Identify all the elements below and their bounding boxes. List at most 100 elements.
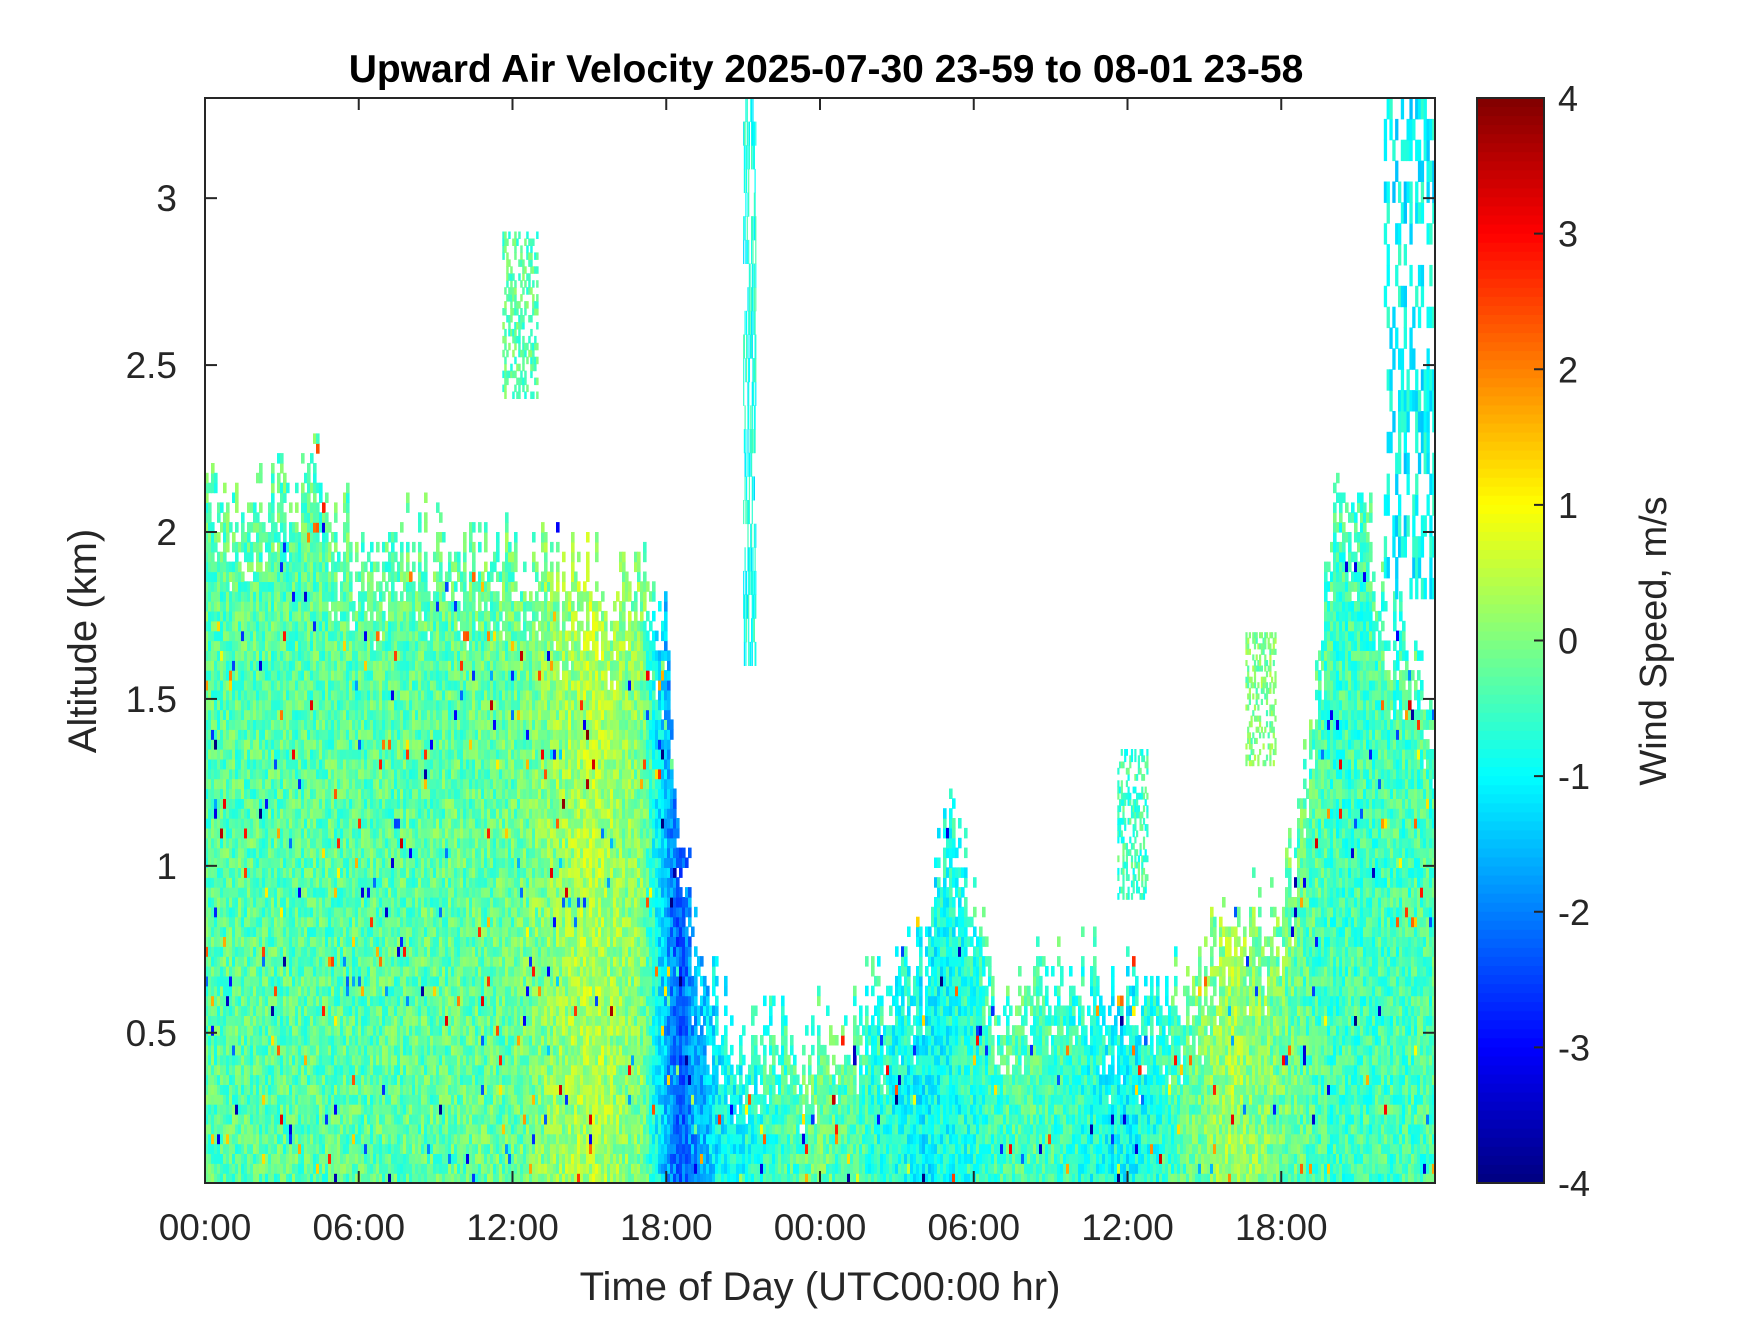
heatmap-cell xyxy=(283,493,287,504)
heatmap-cell xyxy=(283,473,287,484)
heatmap-cell xyxy=(274,522,278,533)
heatmap-cell xyxy=(235,522,239,533)
heatmap-cell xyxy=(259,473,263,484)
heatmap-cell xyxy=(271,473,275,484)
heatmap-cell xyxy=(361,532,365,543)
heatmap-cell xyxy=(313,463,317,474)
heatmap-cell xyxy=(349,591,353,602)
heatmap-cell xyxy=(379,581,383,592)
heatmap-cell xyxy=(286,483,290,494)
heatmap-cell xyxy=(223,483,227,494)
heatmap-cell xyxy=(280,502,284,513)
heatmap-cell xyxy=(241,512,245,523)
heatmap-cell xyxy=(226,532,230,543)
heatmap-cell xyxy=(271,463,275,474)
heatmap-cell xyxy=(400,542,404,553)
heatmap-cell xyxy=(277,532,281,543)
heatmap-cell xyxy=(277,473,281,484)
heatmap-cell xyxy=(241,522,245,533)
heatmap-cell xyxy=(400,522,404,533)
heatmap-cell xyxy=(376,542,380,553)
heatmap-cell xyxy=(271,493,275,504)
heatmap-cell xyxy=(376,562,380,573)
heatmap-cell xyxy=(355,542,359,553)
heatmap-cell xyxy=(337,552,341,563)
heatmap-cell xyxy=(316,443,320,454)
heatmap-cell xyxy=(394,532,398,543)
heatmap-cell xyxy=(424,512,428,523)
heatmap-cell xyxy=(328,522,332,533)
heatmap-cell xyxy=(301,453,305,464)
heatmap-cell xyxy=(418,542,422,553)
heatmap-cell xyxy=(325,512,329,523)
heatmap-cell xyxy=(280,463,284,474)
heatmap-cell xyxy=(271,502,275,513)
heatmap-cell xyxy=(382,611,386,622)
heatmap-cell xyxy=(361,572,365,583)
heatmap-cell xyxy=(271,542,275,553)
heatmap-cell xyxy=(406,562,410,573)
heatmap-cell xyxy=(409,572,413,583)
heatmap-cell xyxy=(217,512,221,523)
heatmap-cell xyxy=(226,542,230,553)
heatmap-cell xyxy=(229,522,233,533)
heatmap-cell xyxy=(220,502,224,513)
heatmap-cell xyxy=(334,542,338,553)
heatmap-cell xyxy=(370,611,374,622)
heatmap-cell xyxy=(235,493,239,504)
heatmap-cell xyxy=(283,532,287,543)
heatmap-cell xyxy=(259,562,263,573)
heatmap-cell xyxy=(364,611,368,622)
heatmap-cell xyxy=(226,581,230,592)
heatmap-cell xyxy=(385,581,389,592)
heatmap-cells xyxy=(205,433,1436,1183)
heatmap-cell xyxy=(406,542,410,553)
heatmap-cell xyxy=(406,552,410,563)
heatmap-cell xyxy=(217,532,221,543)
heatmap-cell xyxy=(208,512,212,523)
heatmap-cell xyxy=(250,552,254,563)
heatmap-cell xyxy=(352,601,356,612)
heatmap-cell xyxy=(325,601,329,612)
heatmap-cell xyxy=(307,473,311,484)
heatmap-cell xyxy=(424,493,428,504)
heatmap-cell xyxy=(226,512,230,523)
heatmap-cell xyxy=(349,552,353,563)
chart-title: Upward Air Velocity 2025-07-30 23-59 to … xyxy=(349,48,1304,91)
heatmap-cell xyxy=(211,552,215,563)
heatmap-cell xyxy=(346,621,350,632)
heatmap-cell xyxy=(361,601,365,612)
heatmap-cell xyxy=(334,502,338,513)
heatmap-cell xyxy=(289,502,293,513)
heatmap-cell xyxy=(367,552,371,563)
heatmap-cell xyxy=(262,522,266,533)
heatmap-cell xyxy=(214,542,218,553)
heatmap-cell xyxy=(424,581,428,592)
heatmap-cell xyxy=(214,483,218,494)
heatmap-cell xyxy=(427,591,431,602)
heatmap-cell xyxy=(316,532,320,543)
heatmap-cell xyxy=(424,562,428,573)
heatmap-cell xyxy=(325,532,329,543)
heatmap-cell xyxy=(259,552,263,563)
heatmap-cell xyxy=(418,512,422,523)
heatmap-cell xyxy=(412,542,416,553)
heatmap-cell xyxy=(361,581,365,592)
heatmap-cell xyxy=(346,502,350,513)
heatmap-cell xyxy=(256,512,260,523)
heatmap-cell xyxy=(346,611,350,622)
heatmap-cell xyxy=(316,502,320,513)
heatmap-cell xyxy=(307,463,311,474)
heatmap-cell xyxy=(313,493,317,504)
heatmap-cell xyxy=(349,581,353,592)
heatmap-cell xyxy=(364,562,368,573)
heatmap-cell xyxy=(400,591,404,602)
heatmap-cell xyxy=(325,562,329,573)
heatmap-cell xyxy=(253,502,257,513)
heatmap-cell xyxy=(283,522,287,533)
heatmap-cell xyxy=(370,581,374,592)
heatmap-cell xyxy=(370,572,374,583)
heatmap-cell xyxy=(391,581,395,592)
heatmap-cell xyxy=(376,631,380,642)
heatmap-cell xyxy=(280,453,284,464)
